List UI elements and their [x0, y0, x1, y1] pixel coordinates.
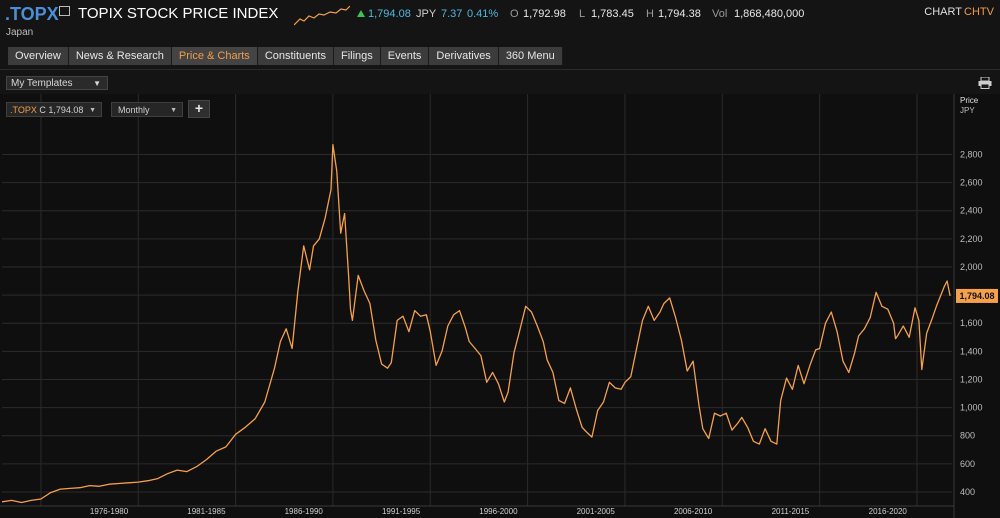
sparkline-icon: [294, 5, 350, 26]
y-tick-label: 2,000: [960, 262, 983, 272]
y-tick-label: 1,600: [960, 318, 983, 328]
ric-code[interactable]: .TOPX: [5, 4, 59, 24]
tab-price-charts[interactable]: Price & Charts: [171, 47, 258, 65]
y-axis-title: Price: [960, 96, 979, 105]
x-tick-label: 1996-2000: [479, 507, 518, 516]
divider: [0, 69, 1000, 70]
frequency-label: Monthly: [118, 105, 150, 115]
chevron-down-icon: ▼: [93, 79, 101, 88]
templates-label: My Templates: [11, 78, 73, 89]
y-tick-label: 1,000: [960, 403, 983, 413]
y-tick-label: 2,800: [960, 149, 983, 159]
tab-360-menu[interactable]: 360 Menu: [498, 47, 563, 65]
ric-selector[interactable]: .TOPX C 1,794.08 ▼: [6, 102, 102, 117]
y-tick-label: 2,400: [960, 206, 983, 216]
x-tick-label: 1981-1985: [187, 507, 226, 516]
chart-panel: [0, 94, 1000, 518]
templates-dropdown[interactable]: My Templates ▼: [6, 76, 108, 90]
low-value: 1,783.45: [591, 8, 634, 20]
y-axis-unit: JPY: [960, 106, 975, 115]
x-tick-label: 2001-2005: [577, 507, 616, 516]
y-tick-label: 600: [960, 459, 975, 469]
price-series-line: [1, 144, 951, 504]
add-series-button[interactable]: +: [188, 100, 210, 118]
frequency-selector[interactable]: Monthly ▼: [111, 102, 183, 117]
tab-filings[interactable]: Filings: [333, 47, 381, 65]
x-tick-label: 2011-2015: [772, 507, 810, 516]
pct-change: 0.41%: [467, 8, 499, 20]
ric-selector-close: C 1,794.08: [39, 105, 84, 115]
chevron-down-icon: ▼: [170, 107, 177, 114]
up-arrow-icon: [357, 10, 365, 17]
volume-label: Vol: [712, 8, 728, 20]
y-tick-label: 1,200: [960, 374, 983, 384]
x-tick-label: 1991-1995: [382, 507, 421, 516]
popout-icon[interactable]: [59, 6, 70, 16]
net-change: 7.37: [441, 8, 463, 20]
tab-bar: Overview News & Research Price & Charts …: [8, 47, 563, 65]
volume-value: 1,868,480,000: [734, 8, 805, 20]
tab-derivatives[interactable]: Derivatives: [429, 47, 499, 65]
last-value-tag: [956, 288, 998, 303]
quote-header: .TOPX TOPIX STOCK PRICE INDEX Japan 1,79…: [0, 0, 1000, 44]
currency-label: JPY: [416, 8, 437, 20]
printer-icon[interactable]: [978, 77, 992, 89]
y-tick-label: 2,600: [960, 178, 983, 188]
x-tick-label: 1976-1980: [90, 507, 129, 516]
y-tick-label: 2,200: [960, 234, 983, 244]
x-tick-label: 2016-2020: [869, 507, 908, 516]
tab-news-research[interactable]: News & Research: [68, 47, 172, 65]
open-value: 1,792.98: [523, 8, 566, 20]
y-tick-label: 400: [960, 487, 975, 497]
chevron-down-icon: ▼: [89, 107, 96, 114]
tab-overview[interactable]: Overview: [8, 47, 69, 65]
open-label: O: [510, 8, 519, 20]
last-value-label: 1,794.08: [959, 291, 994, 301]
y-tick-label: 800: [960, 431, 975, 441]
x-tick-label: 2006-2010: [674, 507, 713, 516]
last-price: 1,794.08: [368, 8, 411, 20]
chart-label: CHART: [924, 6, 962, 18]
tab-constituents[interactable]: Constituents: [257, 47, 334, 65]
tab-events[interactable]: Events: [380, 47, 430, 65]
low-label: L: [579, 8, 586, 20]
high-value: 1,794.38: [658, 8, 701, 20]
ric-selector-code: .TOPX: [10, 105, 37, 115]
instrument-name: TOPIX STOCK PRICE INDEX: [78, 5, 279, 22]
chart-code-link[interactable]: CHTV: [964, 6, 994, 18]
high-label: H: [646, 8, 654, 20]
price-chart[interactable]: 4006008001,0001,2001,4001,6001,8002,0002…: [0, 94, 1000, 518]
x-tick-label: 1986-1990: [285, 507, 324, 516]
y-tick-label: 1,400: [960, 346, 983, 356]
country-label: Japan: [6, 27, 34, 38]
